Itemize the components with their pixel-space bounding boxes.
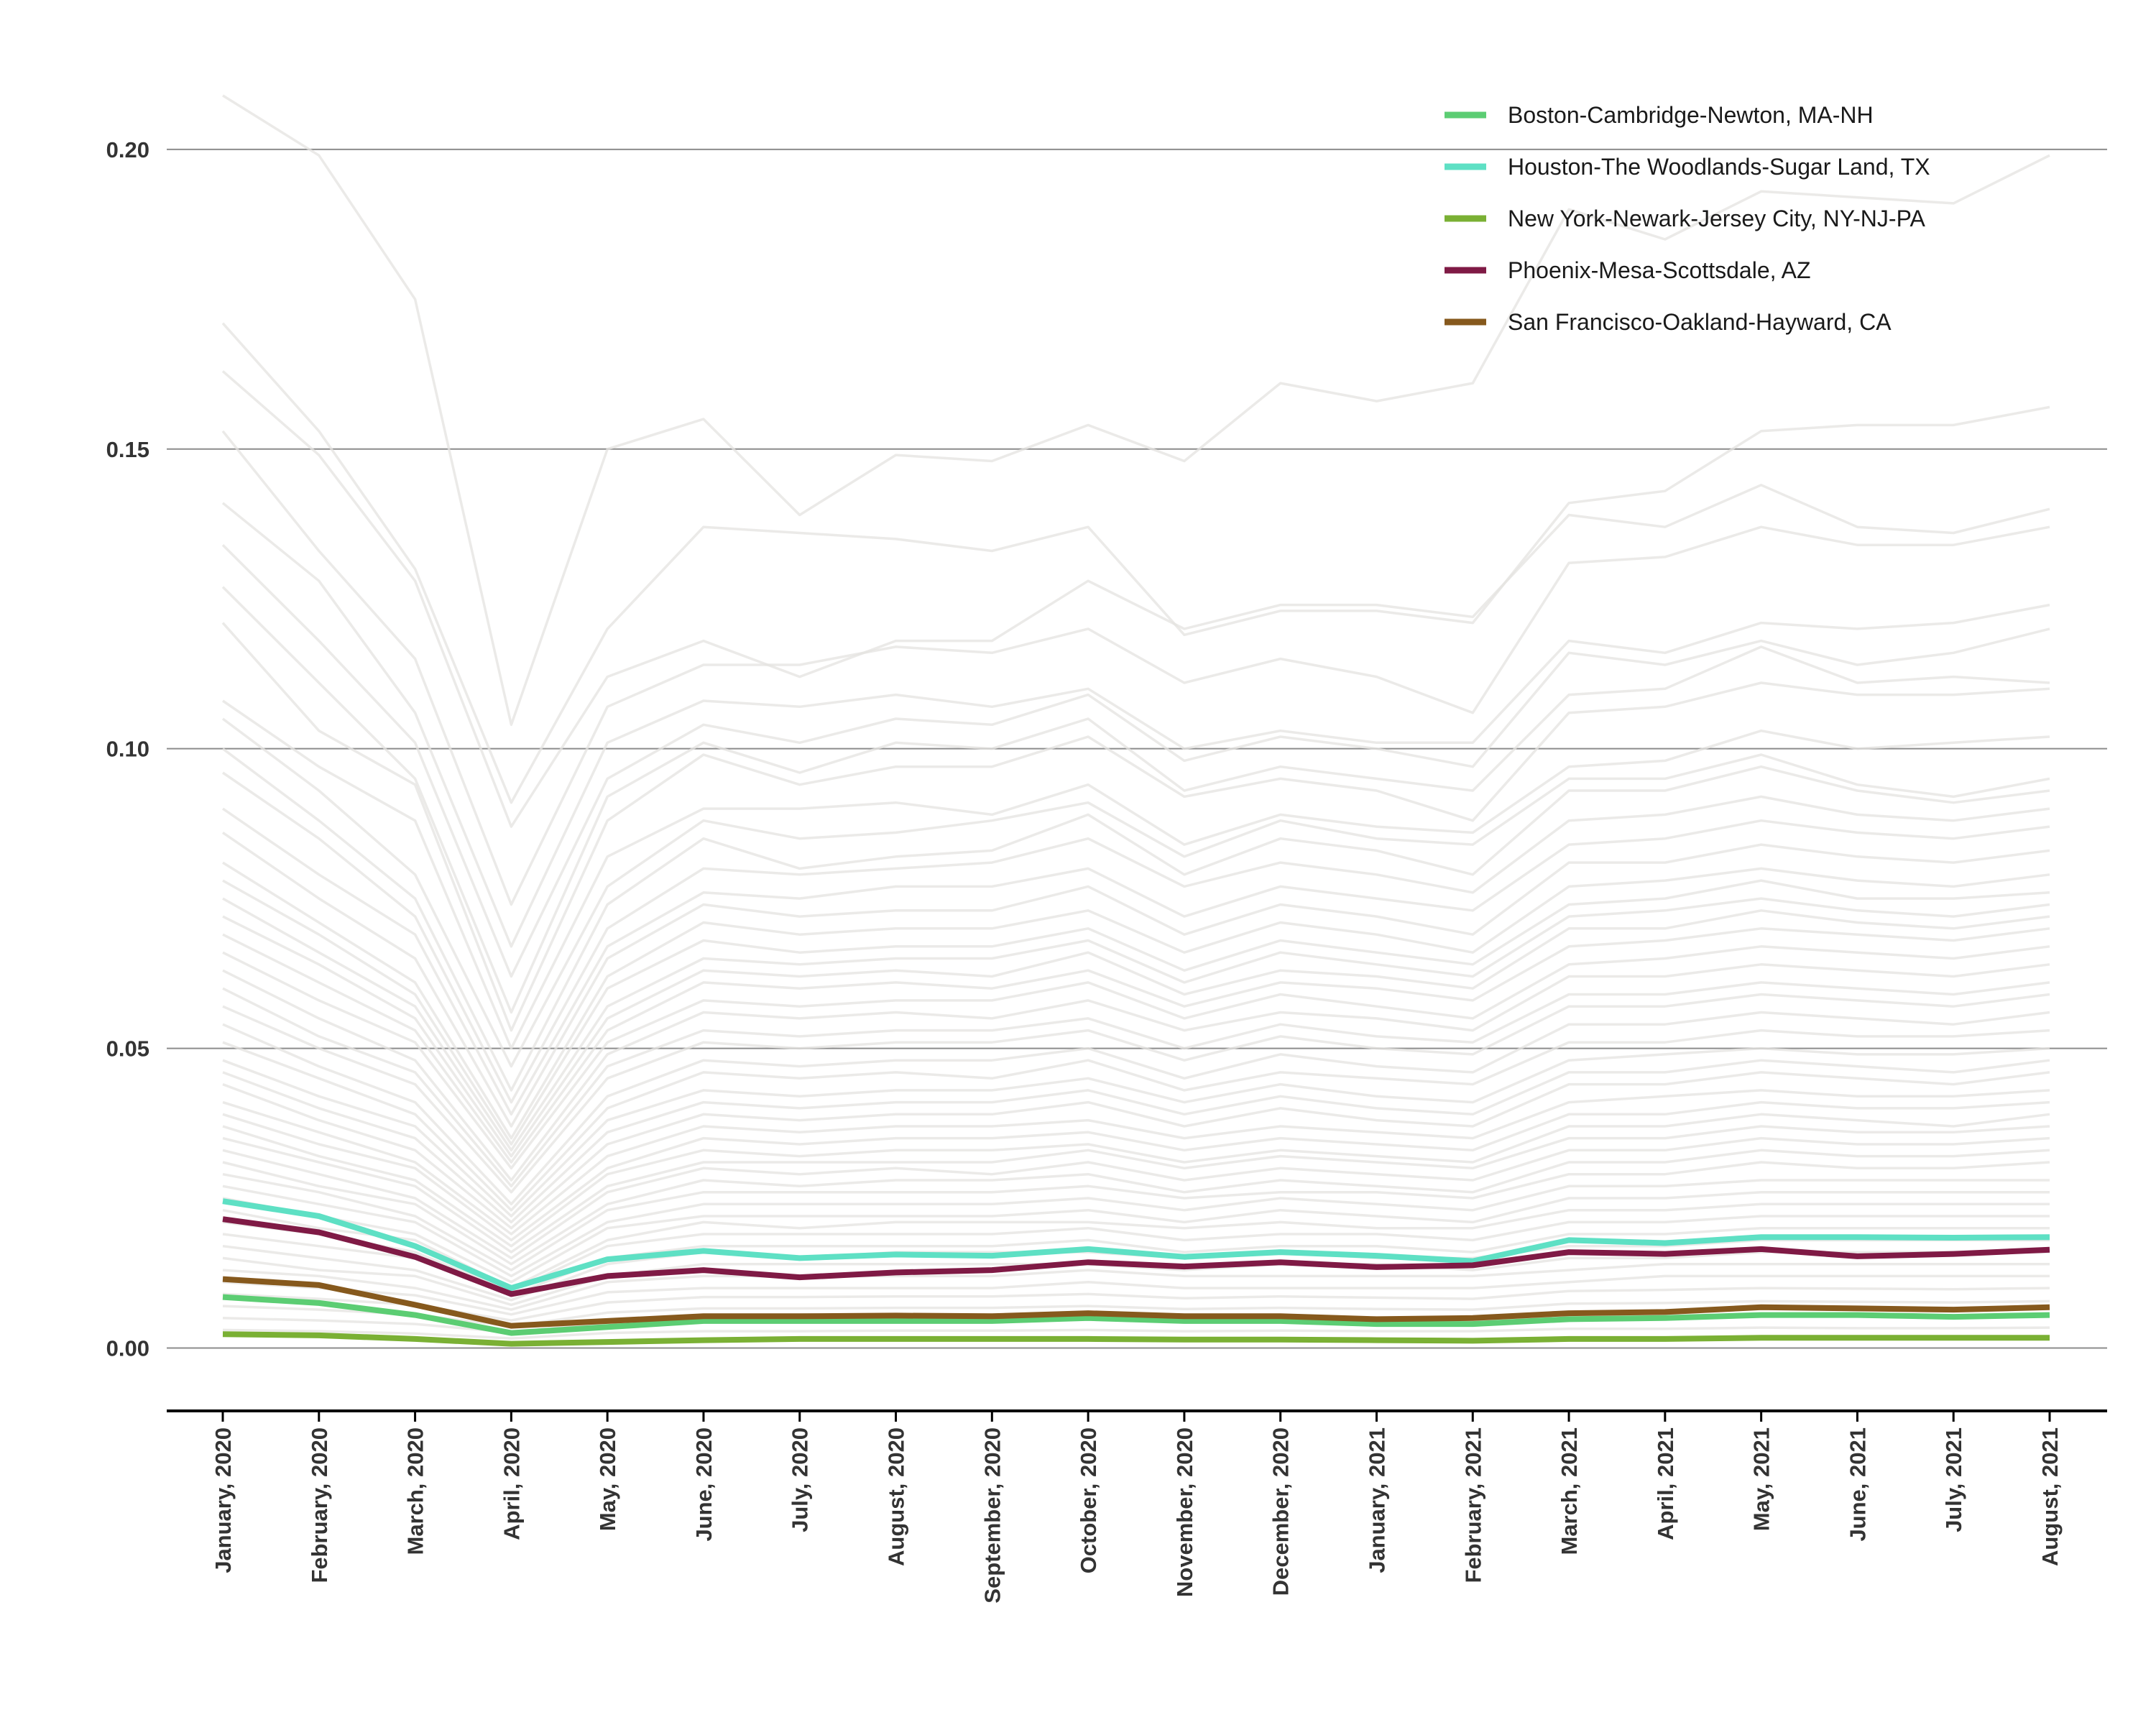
x-tick-label: September, 2020	[980, 1427, 1005, 1604]
background-series-line-22	[222, 993, 2050, 1194]
x-tick-label: April, 2020	[499, 1427, 524, 1540]
series-line-1	[222, 1198, 2050, 1292]
y-tick-label: 0.15	[106, 437, 149, 462]
background-series-line-2	[221, 370, 2050, 828]
background-series-line-0	[222, 94, 2050, 727]
background-series-line-14	[222, 861, 2050, 1140]
y-axis: 0.00 0.05 0.10 0.15 0.20	[106, 137, 149, 1361]
background-series-line-29	[222, 1100, 2050, 1242]
background-series-line-47	[222, 1326, 2050, 1340]
x-tick-label: March, 2020	[403, 1427, 428, 1555]
background-series-line-9	[221, 717, 2050, 1068]
background-series-line-25	[222, 1046, 2050, 1218]
x-tick-label: June, 2021	[1845, 1427, 1870, 1542]
background-series-line-3	[221, 430, 2050, 906]
background-series-line-42	[222, 1262, 2050, 1311]
background-series-line-36	[222, 1190, 2050, 1284]
background-series-line-24	[222, 1029, 2050, 1212]
background-series-line-21	[222, 981, 2050, 1188]
x-tick-label: July, 2021	[1941, 1427, 1966, 1532]
background-series-line-17	[222, 909, 2050, 1158]
legend-label: Houston-The Woodlands-Sugar Land, TX	[1508, 154, 1930, 180]
x-tick-label: October, 2020	[1076, 1427, 1101, 1573]
background-series-line-16	[222, 897, 2050, 1152]
background-series-line-19	[222, 945, 2050, 1170]
background-series-line-20	[222, 963, 2050, 1182]
x-tick-label: May, 2021	[1749, 1427, 1774, 1531]
background-series-line-26	[222, 1059, 2050, 1224]
x-tick-label: February, 2021	[1460, 1427, 1485, 1583]
x-tick-label: July, 2020	[788, 1427, 813, 1532]
background-series-line-35	[222, 1179, 2050, 1278]
background-series-line-10	[221, 748, 2050, 1092]
legend-label: San Francisco-Oakland-Hayward, CA	[1508, 309, 1892, 335]
x-tick-label: December, 2020	[1268, 1427, 1294, 1596]
y-tick-label: 0.05	[106, 1036, 149, 1062]
x-tick-label: August, 2020	[884, 1427, 909, 1566]
series-line-3	[222, 1216, 2050, 1297]
series-line-0	[222, 1294, 2050, 1336]
y-tick-label: 0.10	[106, 737, 149, 762]
background-series-line-28	[222, 1089, 2050, 1236]
background-series-line-23	[222, 1011, 2050, 1206]
x-tick-label: January, 2020	[211, 1427, 236, 1573]
background-series-line-31	[222, 1125, 2050, 1254]
background-series-line-1	[221, 322, 2050, 804]
x-tick-label: June, 2020	[691, 1427, 717, 1542]
background-series-line-6	[221, 586, 2050, 1014]
background-series-line-43	[222, 1274, 2050, 1316]
legend-label: Phoenix-Mesa-Scottsdale, AZ	[1508, 257, 1811, 283]
background-series-line-27	[222, 1071, 2050, 1230]
background-series-line-34	[222, 1161, 2050, 1271]
y-tick-label: 0.00	[106, 1335, 149, 1361]
x-tick-label: February, 2020	[307, 1427, 332, 1583]
background-series-line-11	[222, 771, 2050, 1104]
legend-label: New York-Newark-Jersey City, NY-NJ-PA	[1508, 206, 1926, 231]
background-series-line-7	[221, 622, 2050, 1032]
background-series-line-30	[222, 1113, 2050, 1248]
background-series-group	[221, 94, 2050, 1340]
background-series-line-15	[222, 879, 2050, 1146]
x-tick-label: March, 2021	[1557, 1427, 1582, 1555]
x-tick-label: August, 2021	[2037, 1427, 2063, 1566]
x-tick-label: April, 2021	[1653, 1427, 1678, 1540]
background-series-line-32	[222, 1136, 2050, 1260]
background-series-line-18	[222, 927, 2050, 1164]
background-series-line-13	[222, 831, 2050, 1128]
highlighted-series-group	[222, 1198, 2050, 1347]
series-line-2	[222, 1331, 2050, 1347]
x-tick-label: January, 2021	[1364, 1427, 1389, 1573]
background-series-line-4	[221, 502, 2050, 948]
background-series-line-44	[222, 1287, 2050, 1322]
legend-label: Boston-Cambridge-Newton, MA-NH	[1508, 102, 1874, 128]
legend: Boston-Cambridge-Newton, MA-NH Houston-Th…	[1445, 102, 1930, 335]
x-tick-label: May, 2020	[595, 1427, 620, 1531]
background-series-line-5	[221, 543, 2050, 978]
y-tick-label: 0.20	[106, 137, 149, 162]
x-axis: January, 2020 February, 2020 March, 2020 Ap…	[167, 1409, 2107, 1604]
series-line-4	[222, 1276, 2050, 1329]
background-series-line-33	[222, 1149, 2050, 1266]
background-series-line-12	[222, 807, 2050, 1116]
x-tick-label: November, 2020	[1172, 1427, 1197, 1597]
background-series-line-37	[222, 1202, 2050, 1289]
background-series-line-8	[222, 699, 2050, 1050]
